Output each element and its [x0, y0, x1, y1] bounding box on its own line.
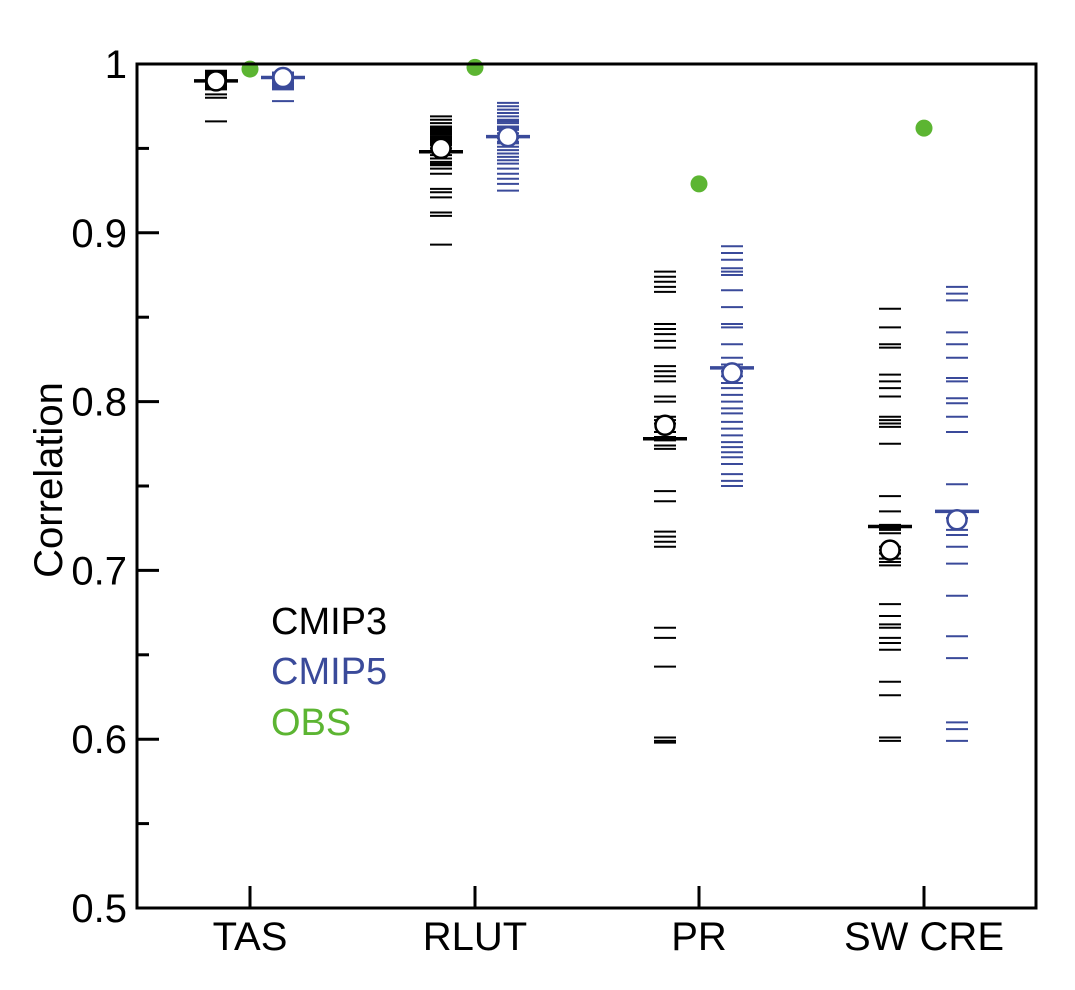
y-tick-label: 0.8	[71, 381, 127, 425]
x-tick-label: PR	[671, 915, 727, 959]
legend: CMIP3 CMIP5 OBS	[271, 601, 387, 744]
axes: 0.5 0.6 0.7 0.8 0.9 1 TAS RLUT PR SW CRE	[71, 43, 1004, 959]
cmip5-multimodel-point	[272, 66, 294, 89]
y-axis-title: Correlation	[27, 382, 71, 578]
legend-item-obs: OBS	[271, 702, 351, 744]
legend-item-cmip5: CMIP5	[271, 651, 387, 693]
cmip3-multimodel-point	[654, 414, 676, 436]
cmip3-multimodel-point	[205, 70, 227, 92]
x-tick-label: TAS	[213, 915, 288, 959]
obs-point	[915, 119, 933, 137]
cmip3-multimodel-point	[879, 539, 901, 561]
legend-item-cmip3: CMIP3	[271, 601, 387, 643]
x-tick-label: SW CRE	[844, 915, 1004, 959]
obs-point	[466, 58, 484, 76]
y-tick-label: 0.9	[71, 212, 127, 256]
y-tick-label: 0.7	[71, 549, 127, 593]
y-tick-label: 1	[105, 43, 127, 87]
y-tick-label: 0.5	[71, 887, 127, 931]
cmip3-multimodel-point	[430, 137, 452, 160]
cmip5-multimodel-point	[721, 362, 743, 384]
x-tick-label: RLUT	[423, 915, 527, 959]
obs-point	[690, 175, 708, 193]
plot-frame	[135, 62, 1038, 910]
chart-marks	[194, 58, 979, 744]
y-tick-label: 0.6	[71, 718, 127, 762]
cmip5-multimodel-point	[497, 125, 519, 148]
cmip5-multimodel-point	[946, 509, 968, 531]
